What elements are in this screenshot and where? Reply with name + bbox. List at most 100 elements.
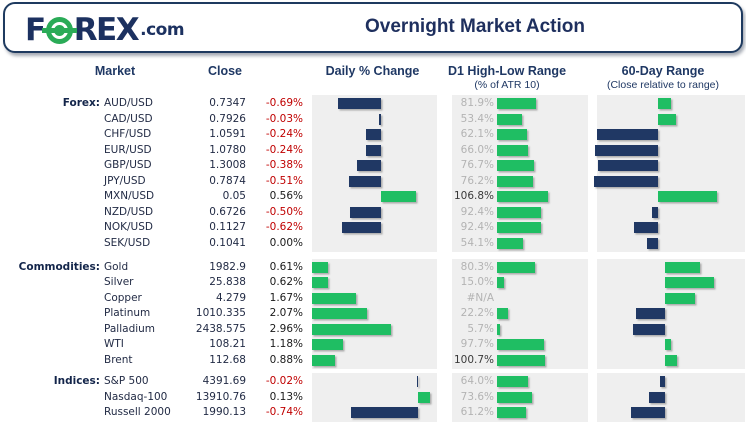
column-header-d1-range: D1 High-Low Range [447, 64, 567, 78]
close-value: 13910.76 [195, 390, 246, 403]
d1-range-bar [497, 376, 528, 388]
close-value: 1.0591 [209, 128, 246, 140]
range60-bar [597, 129, 658, 141]
daily-change-value: -0.74% [265, 406, 303, 418]
close-value: 1.3008 [209, 159, 246, 171]
market-name: WTI [104, 338, 124, 350]
d1-range-value: 54.1% [460, 236, 494, 249]
d1-range-value: 66.0% [460, 143, 494, 156]
daily-change-bar [357, 160, 381, 172]
column-header-60day-range: 60-Day Range [621, 64, 705, 78]
daily-change-value: 2.96% [269, 322, 303, 335]
range60-bar [664, 277, 714, 289]
column-header-daily-change: Daily % Change [325, 64, 420, 78]
d1-range-bar [497, 261, 536, 273]
market-name: Gold [104, 260, 129, 273]
daily-change-value: 0.00% [269, 236, 303, 249]
daily-change-bar [351, 407, 419, 419]
d1-range-bar [497, 222, 542, 234]
table-row: Silver 25.838 0.62% 15.0% [0, 275, 746, 291]
d1-range-bar [497, 237, 523, 249]
close-value: 1.0780 [209, 143, 246, 156]
daily-change-bar [348, 175, 381, 187]
range60-bar [630, 407, 665, 419]
d1-range-value: 73.6% [460, 390, 494, 403]
market-name: SEK/USD [104, 236, 151, 249]
range60-bar [659, 376, 665, 388]
daily-change-bar [341, 222, 381, 234]
market-group: Indices: S&P 500 4391.69 -0.02% 64.0% Nasdaq-… [0, 373, 746, 422]
daily-change-bar [349, 206, 381, 218]
market-name: NZD/USD [104, 205, 154, 218]
daily-change-bar [312, 292, 357, 304]
d1-range-bar [497, 191, 548, 203]
column-header-market: Market [94, 64, 136, 78]
daily-change-bar [312, 261, 329, 273]
market-name: JPY/USD [104, 174, 146, 187]
market-group: Commodities: Gold 1982.9 0.61% 80.3% Silver 25… [0, 258, 746, 369]
table-row: GBP/USD 1.3008 -0.38% 76.7% [0, 158, 746, 174]
d1-range-bar [497, 354, 546, 366]
range60-bar [647, 237, 658, 249]
daily-change-value: -0.02% [265, 375, 303, 387]
forex-com-logo: F REX .com [25, 12, 185, 48]
d1-range-value: 80.3% [460, 260, 494, 273]
market-name: MXN/USD [104, 190, 155, 202]
daily-change-value: -0.62% [265, 221, 303, 233]
daily-change-value: -0.69% [265, 97, 303, 109]
daily-change-value: 0.61% [269, 260, 303, 273]
market-name: CHF/USD [104, 128, 152, 140]
daily-change-bar [312, 339, 344, 351]
daily-change-bar [312, 308, 368, 320]
range60-plot-bg [597, 258, 745, 369]
d1-range-value: #N/A [466, 291, 494, 304]
close-value: 0.6726 [209, 205, 246, 218]
table-row: SEK/USD 0.1041 0.00% 54.1% [0, 236, 746, 252]
table-row: CAD/USD 0.7926 -0.03% 53.4% [0, 112, 746, 128]
market-name: CAD/USD [104, 112, 153, 125]
table-row: Nasdaq-100 13910.76 0.13% 73.6% [0, 390, 746, 406]
close-value: 0.05 [222, 190, 246, 202]
market-name: Brent [104, 353, 133, 366]
market-name: Platinum [104, 307, 151, 319]
d1-range-value: 61.2% [460, 406, 494, 418]
d1-range-value: 92.4% [460, 205, 494, 218]
close-value: 108.21 [209, 338, 246, 350]
column-subheader-60day-range: (Close relative to range) [606, 79, 720, 91]
close-value: 0.7347 [209, 97, 246, 109]
table-row: Brent 112.68 0.88% 100.7% [0, 353, 746, 369]
daily-change-bar [416, 376, 419, 388]
market-name: NOK/USD [104, 221, 153, 233]
table-row: CHF/USD 1.0591 -0.24% 62.1% [0, 127, 746, 143]
close-value: 25.838 [209, 276, 246, 288]
daily-change-bar [418, 391, 431, 403]
daily-change-value: 1.67% [269, 291, 303, 304]
table-row: Forex: AUD/USD 0.7347 -0.69% 81.9% [0, 96, 746, 112]
daily-change-bar [312, 277, 329, 289]
logo-text-com: .com [140, 20, 185, 40]
d1-range-value: 97.7% [460, 338, 494, 350]
market-name: Russell 2000 [104, 406, 171, 418]
close-value: 0.1041 [209, 236, 246, 249]
table-row: JPY/USD 0.7874 -0.51% 76.2% [0, 174, 746, 190]
d1-range-value: 106.8% [453, 190, 494, 202]
logo-o-icon [41, 16, 77, 44]
column-header-close: Close [207, 64, 243, 78]
d1-range-bar [497, 129, 527, 141]
range60-bar [664, 354, 677, 366]
column-subheader-d1-range: (% of ATR 10) [474, 79, 540, 91]
d1-range-value: 81.9% [460, 97, 494, 109]
table-row: Commodities: Gold 1982.9 0.61% 80.3% [0, 260, 746, 276]
close-value: 1982.9 [209, 260, 246, 273]
range60-bar [664, 292, 695, 304]
range60-bar [635, 308, 665, 320]
d1-range-bar [497, 144, 529, 156]
table-row: Copper 4.279 1.67% #N/A [0, 291, 746, 307]
logo-text-f: F [25, 12, 46, 48]
range60-bar [634, 222, 658, 234]
d1-range-bar [497, 277, 505, 289]
daily-change-value: -0.51% [265, 174, 303, 187]
d1-range-value: 100.7% [453, 353, 494, 366]
market-name: GBP/USD [104, 159, 152, 171]
daily-change-bar [337, 98, 381, 110]
